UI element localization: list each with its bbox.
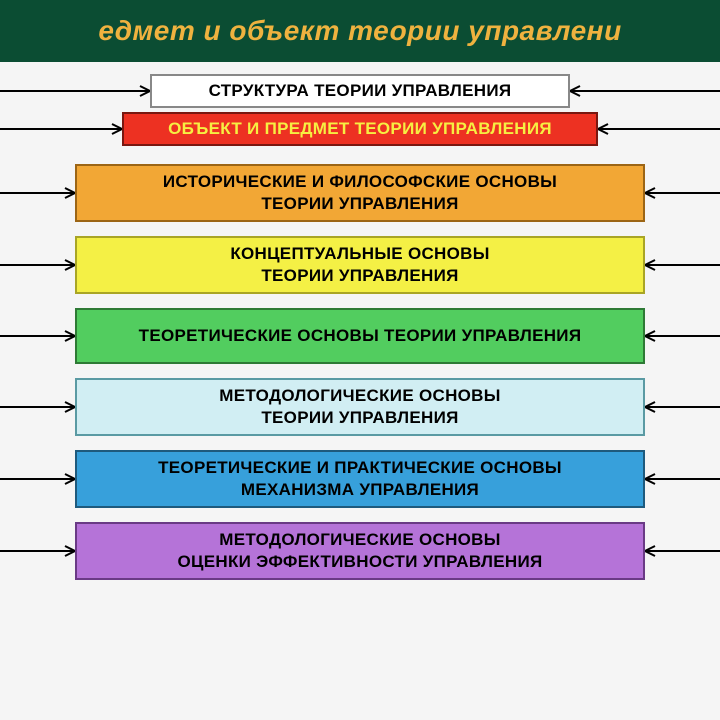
subject-row: ОБЪЕКТ И ПРЕДМЕТ ТЕОРИИ УПРАВЛЕНИЯ <box>0 112 720 146</box>
title-row: СТРУКТУРА ТЕОРИИ УПРАВЛЕНИЯ <box>0 74 720 108</box>
arrow-right-icon <box>570 84 720 98</box>
arrow-left-icon <box>0 329 75 343</box>
structure-title-box: СТРУКТУРА ТЕОРИИ УПРАВЛЕНИЯ <box>150 74 570 108</box>
diagram-row: МЕТОДОЛОГИЧЕСКИЕ ОСНОВЫ ТЕОРИИ УПРАВЛЕНИ… <box>0 378 720 436</box>
content-box-text: МЕТОДОЛОГИЧЕСКИЕ ОСНОВЫ ТЕОРИИ УПРАВЛЕНИ… <box>219 385 500 429</box>
content-box: КОНЦЕПТУАЛЬНЫЕ ОСНОВЫ ТЕОРИИ УПРАВЛЕНИЯ <box>75 236 645 294</box>
arrow-right-icon <box>598 122 720 136</box>
subject-object-text: ОБЪЕКТ И ПРЕДМЕТ ТЕОРИИ УПРАВЛЕНИЯ <box>168 118 552 140</box>
structure-title-text: СТРУКТУРА ТЕОРИИ УПРАВЛЕНИЯ <box>209 80 512 102</box>
diagram-row: КОНЦЕПТУАЛЬНЫЕ ОСНОВЫ ТЕОРИИ УПРАВЛЕНИЯ <box>0 236 720 294</box>
top-group: СТРУКТУРА ТЕОРИИ УПРАВЛЕНИЯ ОБЪЕКТ И ПРЕ… <box>0 74 720 146</box>
diagram-content: СТРУКТУРА ТЕОРИИ УПРАВЛЕНИЯ ОБЪЕКТ И ПРЕ… <box>0 62 720 606</box>
subject-object-box: ОБЪЕКТ И ПРЕДМЕТ ТЕОРИИ УПРАВЛЕНИЯ <box>122 112 598 146</box>
arrow-left-icon <box>0 544 75 558</box>
arrow-left-icon <box>0 400 75 414</box>
content-box: МЕТОДОЛОГИЧЕСКИЕ ОСНОВЫ ТЕОРИИ УПРАВЛЕНИ… <box>75 378 645 436</box>
page-header: едмет и объект теории управлени <box>0 0 720 62</box>
content-box: МЕТОДОЛОГИЧЕСКИЕ ОСНОВЫ ОЦЕНКИ ЭФФЕКТИВН… <box>75 522 645 580</box>
content-box: ТЕОРЕТИЧЕСКИЕ И ПРАКТИЧЕСКИЕ ОСНОВЫ МЕХА… <box>75 450 645 508</box>
diagram-row: ТЕОРЕТИЧЕСКИЕ ОСНОВЫ ТЕОРИИ УПРАВЛЕНИЯ <box>0 308 720 364</box>
arrow-right-icon <box>645 400 720 414</box>
header-title: едмет и объект теории управлени <box>98 15 621 47</box>
arrow-right-icon <box>645 544 720 558</box>
content-box-text: МЕТОДОЛОГИЧЕСКИЕ ОСНОВЫ ОЦЕНКИ ЭФФЕКТИВН… <box>178 529 543 573</box>
content-box: ТЕОРЕТИЧЕСКИЕ ОСНОВЫ ТЕОРИИ УПРАВЛЕНИЯ <box>75 308 645 364</box>
arrow-left-icon <box>0 84 150 98</box>
arrow-left-icon <box>0 472 75 486</box>
content-box: ИСТОРИЧЕСКИЕ И ФИЛОСОФСКИЕ ОСНОВЫ ТЕОРИИ… <box>75 164 645 222</box>
arrow-right-icon <box>645 329 720 343</box>
arrow-left-icon <box>0 122 122 136</box>
content-box-text: ТЕОРЕТИЧЕСКИЕ ОСНОВЫ ТЕОРИИ УПРАВЛЕНИЯ <box>139 325 582 347</box>
content-box-text: ТЕОРЕТИЧЕСКИЕ И ПРАКТИЧЕСКИЕ ОСНОВЫ МЕХА… <box>158 457 562 501</box>
arrow-right-icon <box>645 472 720 486</box>
diagram-row: ИСТОРИЧЕСКИЕ И ФИЛОСОФСКИЕ ОСНОВЫ ТЕОРИИ… <box>0 164 720 222</box>
content-box-text: ИСТОРИЧЕСКИЕ И ФИЛОСОФСКИЕ ОСНОВЫ ТЕОРИИ… <box>163 171 557 215</box>
arrow-left-icon <box>0 258 75 272</box>
arrow-right-icon <box>645 258 720 272</box>
diagram-row: ТЕОРЕТИЧЕСКИЕ И ПРАКТИЧЕСКИЕ ОСНОВЫ МЕХА… <box>0 450 720 508</box>
arrow-left-icon <box>0 186 75 200</box>
blocks-container: ИСТОРИЧЕСКИЕ И ФИЛОСОФСКИЕ ОСНОВЫ ТЕОРИИ… <box>0 164 720 580</box>
diagram-row: МЕТОДОЛОГИЧЕСКИЕ ОСНОВЫ ОЦЕНКИ ЭФФЕКТИВН… <box>0 522 720 580</box>
content-box-text: КОНЦЕПТУАЛЬНЫЕ ОСНОВЫ ТЕОРИИ УПРАВЛЕНИЯ <box>230 243 489 287</box>
arrow-right-icon <box>645 186 720 200</box>
